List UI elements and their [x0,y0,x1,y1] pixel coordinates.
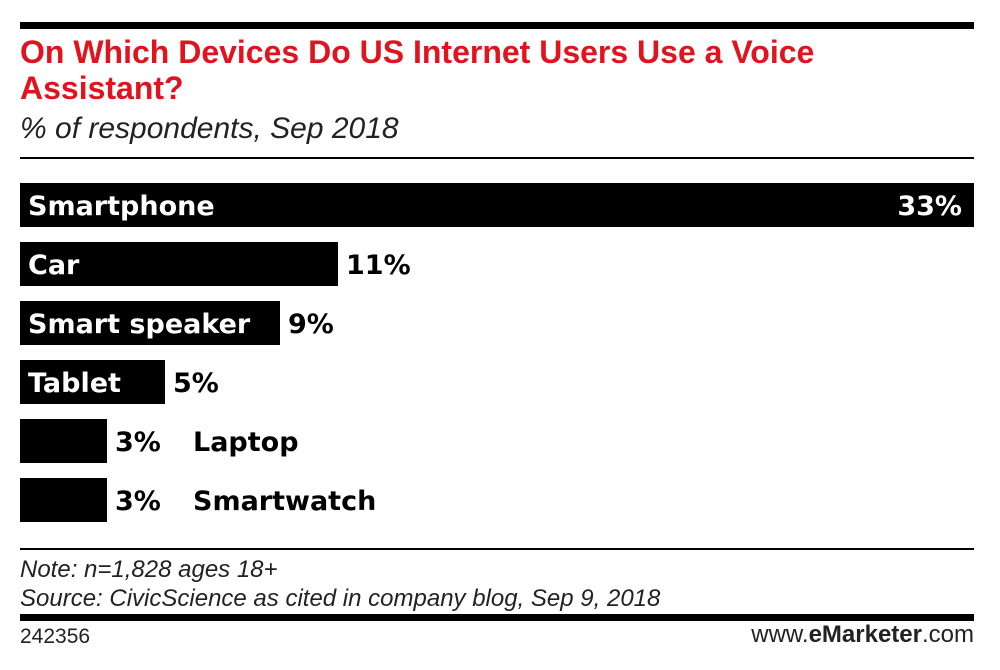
category-label: Smartwatch [193,486,376,517]
brand-prefix: www. [751,621,809,648]
category-label: Car [28,250,80,281]
chart-subtitle: % of respondents, Sep 2018 [20,112,399,145]
value-label: 9% [288,309,334,340]
bar-tablet [20,360,165,404]
category-label: Laptop [193,427,299,458]
category-label: Smartphone [28,191,215,222]
category-label: Smart speaker [28,309,251,340]
category-label: Tablet [28,368,121,399]
value-label: 3% [115,486,161,517]
notes-divider [20,548,974,550]
value-label: 33% [897,191,962,222]
chart-title: On Which Devices Do US Internet Users Us… [20,34,815,106]
chart-id: 242356 [20,625,91,648]
brand-suffix: .com [921,621,974,648]
value-label: 11% [346,250,411,281]
brand-link[interactable]: www.eMarketer.com [751,621,974,649]
bar-smartphone [20,183,974,227]
top-rule [20,22,974,29]
bar-car [20,242,338,286]
bar-laptop [20,419,107,463]
bar-smartwatch [20,478,107,522]
chart-note: Note: n=1,828 ages 18+ [20,556,278,583]
bottom-rule [20,614,974,621]
value-label: 3% [115,427,161,458]
value-label: 5% [173,368,219,399]
chart-source: Source: CivicScience as cited in company… [20,585,661,612]
header-divider [20,157,974,159]
brand-name: eMarketer [808,621,922,648]
bar-smart-speaker [20,301,280,345]
